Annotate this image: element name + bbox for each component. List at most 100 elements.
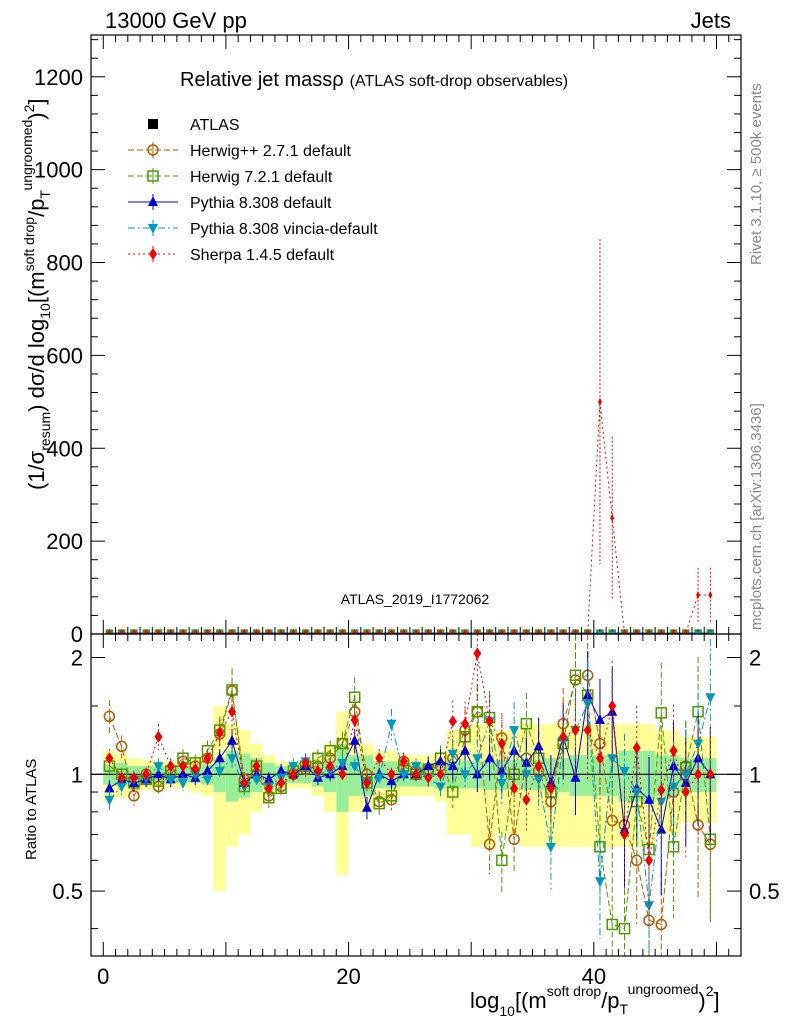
ratio-point-pythia-8-308-vincia-default [594,877,605,888]
ratio-point-sherpa-1-4-5-default [645,854,654,867]
ratio-line-sherpa-1-4-5-default [108,653,711,861]
ratio-point-herwig-7-2-1-default [471,705,484,718]
point-sherpa-1-4-5-default [659,629,664,634]
ratio-point-sherpa-1-4-5-default [154,730,163,743]
ratio-point-pythia-8-308-vincia-default [116,782,127,793]
ratio-point-pythia-8-308-default [104,782,115,793]
ratio-point-sherpa-1-4-5-default [301,756,310,769]
point-sherpa-1-4-5-default [291,629,296,634]
ratio-point-sherpa-1-4-5-default [485,715,494,728]
ratio-point-herwig-2-7-1-default [115,740,128,753]
point-pythia-8-308-vincia-default [609,631,616,634]
point-sherpa-1-4-5-default [524,629,529,634]
ratio-point-herwig-2-7-1-default [655,918,668,931]
ratio-point-pythia-8-308-default [423,760,434,771]
ratio-point-pythia-8-308-default [570,771,581,782]
band-inner-bin [225,750,239,802]
ratio-point-sherpa-1-4-5-default [448,715,457,728]
ratio-point-herwig-7-2-1-default [348,691,361,703]
ratio-point-sherpa-1-4-5-default [559,730,568,743]
point-pythia-8-308-vincia-default [596,631,603,634]
point-sherpa-1-4-5-default [536,629,541,634]
main-panel: 0 200 400 600 800 1000 1200 Relative jet massρ (… [34,34,742,647]
ratio-point-sherpa-1-4-5-default [252,760,261,773]
ratio-point-sherpa-1-4-5-default [203,752,212,765]
ratio-point-sherpa-1-4-5-default [706,768,715,781]
y-tick-label-main: 1000 [34,158,83,183]
point-sherpa-1-4-5-default [119,629,124,634]
analysis-tag: ATLAS_2019_I1772062 [341,591,490,607]
y-tick-label-main: 200 [46,529,83,554]
point-sherpa-1-4-5-default [254,629,259,634]
ratio-point-sherpa-1-4-5-default [436,768,445,781]
point-pythia-8-308-vincia-default [707,631,714,634]
ratio-point-sherpa-1-4-5-default [620,828,629,841]
ratio-point-sherpa-1-4-5-default [657,784,666,797]
ratio-point-sherpa-1-4-5-default [264,782,273,795]
chart-title-sub: (ATLAS soft-drop observables) [350,73,568,90]
point-sherpa-1-4-5-default [487,629,492,634]
ratio-point-pythia-8-308-vincia-default [411,762,421,773]
ratio-point-pythia-8-308-vincia-default [202,775,213,786]
ratio-point-herwig-2-7-1-default [508,833,520,845]
point-sherpa-1-4-5-default [328,629,333,634]
svg-text:log10[(msoft drop/pTungroomed): log10[(msoft drop/pTungroomed)2] [470,981,720,1019]
ratio-point-sherpa-1-4-5-default [350,714,359,727]
ratio-point-herwig-7-2-1-default [324,745,336,757]
ratio-point-herwig-7-2-1-default [606,918,618,931]
ratio-line-herwig-7-2-1-default [109,673,711,930]
ratio-point-pythia-8-308-default [644,793,655,804]
rivet-label: Rivet 3.1.10, ≥ 500k events [748,83,765,265]
legend-label-herwig-2-7-1-default: Herwig++ 2.7.1 default [190,143,352,160]
point-sherpa-1-4-5-default [230,629,235,634]
ratio-point-sherpa-1-4-5-default [191,763,200,776]
point-sherpa-1-4-5-default [548,629,553,634]
header-left: 13000 GeV pp [105,8,247,33]
point-sherpa-1-4-5-default [180,629,185,634]
ratio-point-sherpa-1-4-5-default [277,776,286,789]
ratio-point-pythia-8-308-vincia-default [104,795,115,806]
chart-title-main: Relative jet massρ [180,69,344,91]
point-sherpa-1-4-5-default [144,629,149,634]
ratio-point-sherpa-1-4-5-default [694,768,703,781]
ratio-point-pythia-8-308-default [202,764,213,775]
ratio-point-pythia-8-308-default [484,752,495,763]
ratio-tick-label: 0.5 [52,879,83,904]
ratio-point-pythia-8-308-default [214,752,225,763]
ratio-point-herwig-2-7-1-default [606,814,618,827]
ratio-point-sherpa-1-4-5-default [399,755,408,768]
ratio-point-herwig-7-2-1-default [655,707,668,719]
legend-marker-herwig-7-2-1-default [147,170,159,182]
x-tick-label: 0 [97,964,109,989]
point-sherpa-1-4-5-default [647,629,652,634]
ratio-point-sherpa-1-4-5-default [313,764,322,777]
point-sherpa-1-4-5-default [499,629,504,634]
point-sherpa-1-4-5-default [131,629,136,634]
ratio-point-herwig-7-2-1-default [569,669,582,682]
ratio-point-herwig-2-7-1-default [483,838,496,851]
ratio-point-pythia-8-308-vincia-default [337,758,348,769]
ratio-point-sherpa-1-4-5-default [105,752,114,765]
ratio-point-herwig-7-2-1-default [385,790,398,802]
ratio-point-sherpa-1-4-5-default [338,768,347,781]
ratio-point-sherpa-1-4-5-default [215,726,224,739]
x-axis-label: log10[(msoft drop/pTungroomed)2] [470,981,720,1019]
ratio-tick-label: 2 [71,646,83,671]
point-sherpa-1-4-5-default [708,590,713,599]
ratio-point-sherpa-1-4-5-default [129,771,138,784]
point-sherpa-1-4-5-default [401,629,406,634]
point-sherpa-1-4-5-default [107,629,112,634]
point-sherpa-1-4-5-default [634,629,639,634]
ratio-point-pythia-8-308-default [276,764,287,775]
ratio-tick-label: 1 [71,762,83,787]
ratio-point-sherpa-1-4-5-default [608,699,617,712]
ratio-point-sherpa-1-4-5-default [534,760,543,773]
header-right: Jets [691,8,731,33]
ratio-point-pythia-8-308-vincia-default [165,775,176,786]
point-sherpa-1-4-5-default [463,629,468,634]
legend-marker-pythia-8-308-vincia-default [148,224,158,234]
ratio-point-pythia-8-308-vincia-default [705,693,716,704]
ratio-point-pythia-8-308-vincia-default [619,766,630,777]
point-sherpa-1-4-5-default [352,629,357,634]
ratio-point-herwig-7-2-1-default [667,841,680,853]
